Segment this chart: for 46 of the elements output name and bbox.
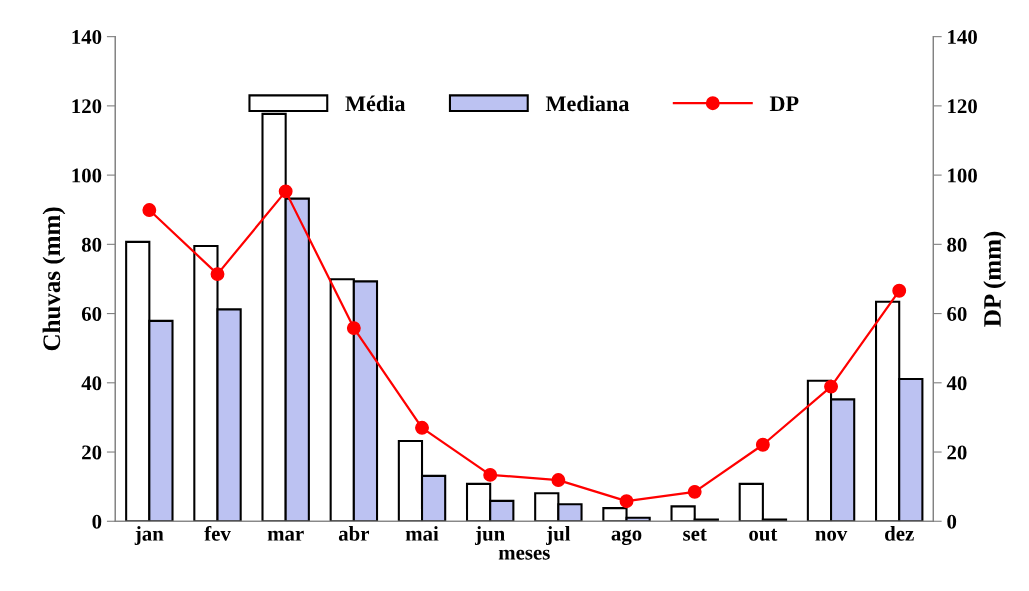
x-tick-label: mar bbox=[267, 530, 304, 541]
y2-tick-label: 140 bbox=[948, 30, 977, 45]
point bbox=[142, 203, 157, 218]
legend-label: Mediana bbox=[545, 95, 630, 112]
x-tick-label: mai bbox=[405, 526, 439, 541]
x-tick-label: fev bbox=[204, 525, 231, 541]
x-tick-label: out bbox=[749, 528, 778, 541]
point bbox=[687, 484, 702, 499]
point bbox=[278, 184, 293, 199]
point bbox=[892, 283, 907, 298]
y-tick-label: 0 bbox=[92, 514, 102, 529]
y2-tick-label: 40 bbox=[946, 376, 967, 391]
y2-tick-label: 60 bbox=[947, 306, 967, 321]
x-tick-label: ago bbox=[611, 529, 642, 546]
x-tick-label: jun bbox=[474, 526, 505, 546]
y-tick-label: 80 bbox=[81, 237, 102, 252]
x-axis-title: meses bbox=[498, 549, 550, 560]
point bbox=[415, 420, 429, 435]
legend-label: DP bbox=[769, 96, 799, 112]
point bbox=[551, 473, 566, 488]
y-tick-label: 100 bbox=[72, 168, 102, 183]
y-axis-title: Chuvas (mm) bbox=[42, 207, 66, 351]
y2-tick-label: 100 bbox=[948, 168, 977, 183]
legend-label: Média bbox=[345, 95, 406, 112]
y2-tick-label: 120 bbox=[948, 99, 977, 114]
y2-tick-label: 80 bbox=[947, 237, 967, 252]
y-tick-label: 60 bbox=[81, 306, 102, 321]
x-tick-label: dez bbox=[885, 526, 914, 541]
y2-tick-label: 0 bbox=[947, 514, 957, 529]
point bbox=[483, 467, 498, 482]
point bbox=[619, 494, 634, 509]
point bbox=[824, 379, 838, 394]
y2-axis-title: DP (mm) bbox=[983, 231, 1006, 327]
point bbox=[755, 437, 770, 452]
x-tick-label: nov bbox=[815, 530, 848, 541]
x-tick-label: jul bbox=[546, 526, 571, 546]
y-tick-label: 120 bbox=[72, 99, 102, 114]
y2-tick-label: 20 bbox=[947, 445, 967, 460]
point bbox=[346, 321, 361, 336]
y-tick-label: 20 bbox=[82, 445, 102, 460]
x-tick-label: abr bbox=[338, 526, 370, 541]
x-tick-label: jan bbox=[134, 526, 164, 546]
point bbox=[210, 267, 225, 282]
y-tick-label: 40 bbox=[81, 376, 102, 391]
x-tick-label: set bbox=[683, 528, 707, 541]
y-tick-label: 140 bbox=[72, 30, 102, 45]
